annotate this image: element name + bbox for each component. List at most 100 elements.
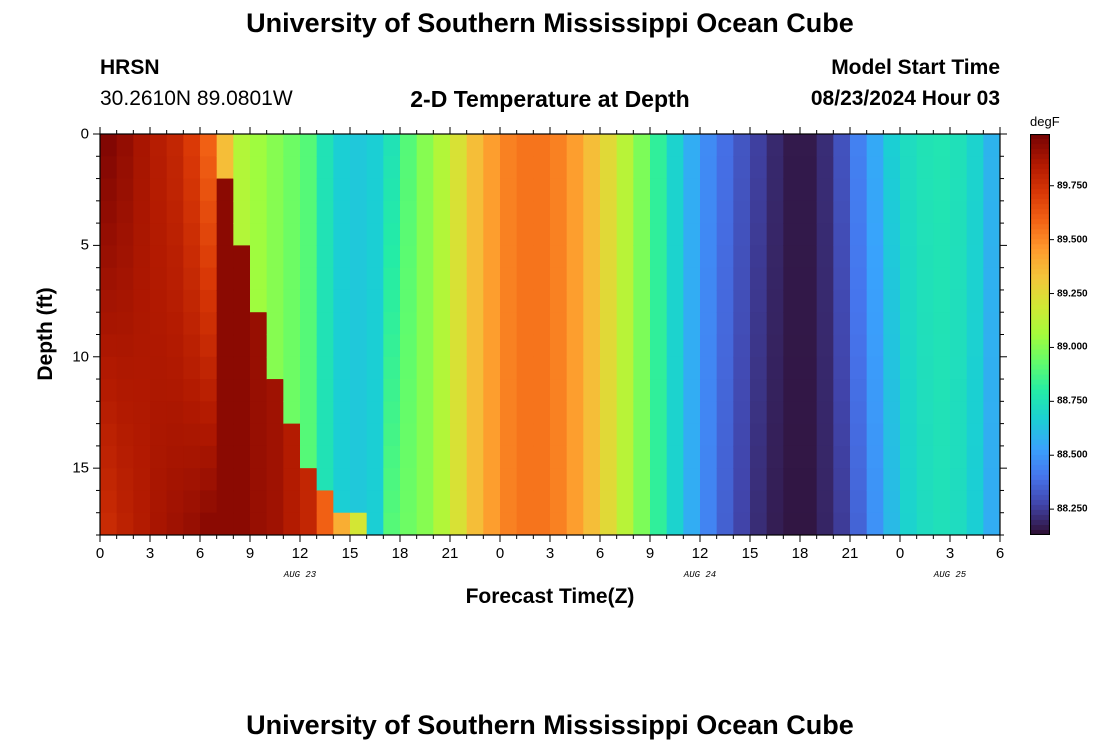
heatmap-cell: [450, 312, 468, 336]
heatmap-cell: [633, 512, 651, 535]
heatmap-cell: [350, 401, 368, 425]
heatmap-cell: [450, 512, 468, 535]
heatmap-cell: [733, 245, 751, 269]
heatmap-cell: [400, 289, 418, 313]
heatmap-cell: [916, 512, 934, 535]
heatmap-cell: [316, 223, 334, 246]
heatmap-cell: [650, 200, 668, 224]
heatmap-cell: [566, 356, 584, 380]
heatmap-cell: [883, 512, 901, 535]
heatmap-cell: [383, 379, 401, 402]
heatmap-cell: [466, 356, 484, 380]
colorbar-segment: [1030, 284, 1050, 290]
heatmap-cell: [150, 267, 168, 291]
heatmap-cell: [750, 423, 768, 447]
heatmap-cell: [866, 156, 884, 180]
heatmap-cell: [100, 356, 118, 380]
heatmap-cell: [833, 200, 851, 224]
heatmap-cell: [516, 223, 534, 246]
heatmap-cell: [450, 445, 468, 469]
heatmap-cell: [383, 267, 401, 291]
heatmap-cell: [916, 289, 934, 313]
heatmap-cell: [383, 312, 401, 336]
heatmap-cell: [450, 289, 468, 313]
heatmap-cell: [666, 178, 684, 202]
heatmap-cell: [916, 134, 934, 157]
heatmap-cell: [666, 245, 684, 269]
heatmap-cell: [633, 334, 651, 358]
heatmap-cell: [766, 156, 784, 180]
heatmap-cell: [833, 245, 851, 269]
heatmap-cell: [966, 356, 984, 380]
heatmap-cell: [766, 490, 784, 514]
heatmap-cell: [416, 178, 434, 202]
heatmap-cell: [800, 312, 818, 336]
heatmap-cell: [233, 134, 251, 157]
colorbar-segment: [1030, 384, 1050, 391]
heatmap-cell: [500, 267, 518, 291]
heatmap-cell: [933, 468, 951, 492]
heatmap-cell: [116, 490, 134, 514]
footer-title: University of Southern Mississippi Ocean…: [246, 710, 854, 740]
colorbar-segment: [1030, 479, 1050, 486]
heatmap-cell: [166, 156, 184, 180]
heatmap-cell: [266, 289, 284, 313]
heatmap-cell: [116, 512, 134, 535]
heatmap-cell: [216, 200, 234, 224]
heatmap-cell: [316, 245, 334, 269]
heatmap-cell: [650, 289, 668, 313]
heatmap-cell: [316, 134, 334, 157]
heatmap-cell: [316, 334, 334, 358]
heatmap-cell: [950, 200, 968, 224]
heatmap-cell: [550, 490, 568, 514]
heatmap-cell: [300, 490, 318, 514]
heatmap-cell: [116, 356, 134, 380]
heatmap-cell: [816, 200, 834, 224]
heatmap-cell: [700, 401, 718, 425]
colorbar-segment: [1030, 519, 1050, 526]
heatmap-cell: [300, 423, 318, 447]
heatmap-cell: [400, 200, 418, 224]
heatmap-cell: [983, 134, 1000, 157]
colorbar-segment: [1030, 249, 1050, 255]
heatmap-cell: [316, 445, 334, 469]
heatmap-cell: [550, 156, 568, 180]
heatmap-cell: [300, 334, 318, 358]
colorbar-segment: [1030, 244, 1050, 250]
heatmap-cell: [183, 245, 201, 269]
heatmap-cell: [900, 245, 918, 269]
heatmap-cell: [366, 512, 384, 535]
heatmap-cell: [483, 267, 501, 291]
heatmap-cell: [200, 401, 218, 425]
heatmap-cell: [750, 356, 768, 380]
heatmap-cell: [183, 267, 201, 291]
colorbar-segment: [1030, 289, 1050, 295]
heatmap-cell: [816, 289, 834, 313]
heatmap-cell: [300, 445, 318, 469]
heatmap-cell: [400, 334, 418, 358]
heatmap-cell: [366, 445, 384, 469]
heatmap-cell: [333, 356, 351, 380]
heatmap-cell: [116, 245, 134, 269]
heatmap-cell: [466, 289, 484, 313]
heatmap-cell: [766, 356, 784, 380]
heatmap-cell: [800, 401, 818, 425]
heatmap-cell: [733, 379, 751, 402]
heatmap-cell: [533, 134, 551, 157]
heatmap-cell: [166, 468, 184, 492]
heatmap-cell: [333, 178, 351, 202]
heatmap-cell: [283, 512, 301, 535]
heatmap-cell: [316, 423, 334, 447]
heatmap-cell: [316, 289, 334, 313]
heatmap-cell: [400, 490, 418, 514]
heatmap-cell: [600, 134, 618, 157]
heatmap-cell: [750, 178, 768, 202]
heatmap-cell: [900, 490, 918, 514]
heatmap-cell: [633, 223, 651, 246]
heatmap-cell: [133, 178, 151, 202]
heatmap-cell: [850, 379, 868, 402]
heatmap-cell: [716, 468, 734, 492]
heatmap-cell: [933, 134, 951, 157]
heatmap-cell: [166, 512, 184, 535]
heatmap-cell: [583, 312, 601, 336]
